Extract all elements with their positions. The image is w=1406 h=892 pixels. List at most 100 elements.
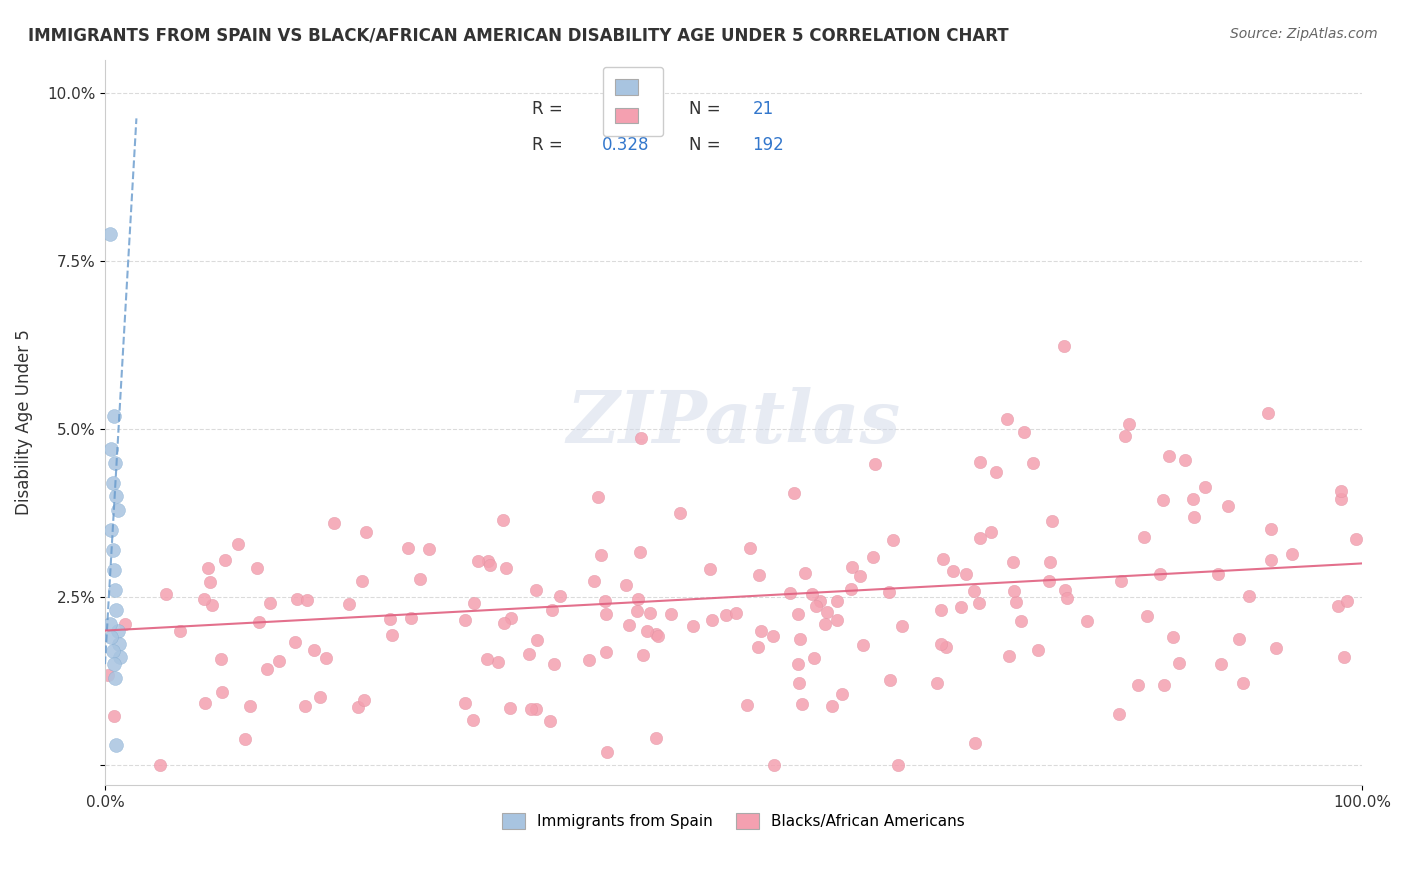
Point [226, 537, 249, 551]
Point [787, 657, 810, 671]
Point [589, 549, 612, 563]
Point [595, 645, 617, 659]
Point [839, 582, 862, 596]
Point [97, 667, 120, 681]
Point [479, 558, 502, 572]
Point [1153, 678, 1175, 692]
Point [803, 651, 825, 665]
Point [541, 603, 564, 617]
Point [198, 575, 221, 590]
Point [1118, 417, 1140, 431]
Point [353, 693, 375, 707]
Point [495, 561, 517, 575]
Point [1026, 643, 1049, 657]
Point [1149, 566, 1171, 581]
Point [287, 592, 309, 607]
Point [800, 587, 823, 601]
Text: 21: 21 [752, 100, 773, 118]
Point [1330, 491, 1353, 506]
Point [1136, 608, 1159, 623]
Point [626, 604, 648, 618]
Point [461, 713, 484, 727]
Text: ZIPatlas: ZIPatlas [567, 387, 901, 458]
Point [1132, 530, 1154, 544]
Point [831, 687, 853, 701]
Point [197, 561, 219, 575]
Point [762, 758, 785, 772]
Point [1168, 656, 1191, 670]
Point [519, 702, 541, 716]
Point [499, 701, 522, 715]
Point [381, 627, 404, 641]
Point [1260, 553, 1282, 567]
Point [315, 650, 337, 665]
Point [929, 603, 952, 617]
Point [793, 566, 815, 580]
Point [101, 543, 124, 558]
Point [463, 597, 485, 611]
Point [543, 657, 565, 671]
Point [100, 630, 122, 644]
Point [967, 595, 990, 609]
Point [209, 652, 232, 666]
Point [998, 648, 1021, 663]
Point [1157, 449, 1180, 463]
Point [492, 513, 515, 527]
Point [596, 745, 619, 759]
Point [865, 457, 887, 471]
Point [214, 552, 236, 566]
Text: 0.156: 0.156 [602, 100, 650, 118]
Point [950, 600, 973, 615]
Point [302, 643, 325, 657]
Point [789, 675, 811, 690]
Point [963, 583, 986, 598]
Point [104, 583, 127, 598]
Point [155, 587, 177, 601]
Point [969, 455, 991, 469]
Point [467, 554, 489, 568]
Text: N =: N = [689, 100, 721, 118]
Point [323, 516, 346, 531]
Point [980, 525, 1002, 540]
Point [378, 612, 401, 626]
Point [852, 639, 875, 653]
Point [1002, 555, 1025, 569]
Point [619, 617, 641, 632]
Text: Source: ZipAtlas.com: Source: ZipAtlas.com [1230, 27, 1378, 41]
Point [595, 607, 617, 622]
Point [101, 475, 124, 490]
Point [891, 619, 914, 633]
Point [1336, 594, 1358, 608]
Point [862, 549, 884, 564]
Point [825, 613, 848, 627]
Point [714, 608, 737, 623]
Point [630, 431, 652, 445]
Point [682, 618, 704, 632]
Point [1333, 650, 1355, 665]
Point [105, 489, 128, 503]
Point [821, 698, 844, 713]
Point [108, 637, 131, 651]
Point [633, 648, 655, 663]
Point [284, 635, 307, 649]
Point [995, 412, 1018, 426]
Point [247, 615, 270, 629]
Y-axis label: Disability Age Under 5: Disability Age Under 5 [15, 329, 32, 516]
Point [1040, 514, 1063, 528]
Point [929, 636, 952, 650]
Point [486, 655, 509, 669]
Point [107, 502, 129, 516]
Point [963, 735, 986, 749]
Point [595, 594, 617, 608]
Point [1206, 567, 1229, 582]
Point [1237, 589, 1260, 603]
Point [103, 657, 125, 672]
Point [105, 738, 128, 752]
Point [586, 490, 609, 504]
Point [849, 568, 872, 582]
Point [1257, 406, 1279, 420]
Point [524, 583, 547, 598]
Text: R =: R = [533, 136, 564, 153]
Point [942, 564, 965, 578]
Point [453, 696, 475, 710]
